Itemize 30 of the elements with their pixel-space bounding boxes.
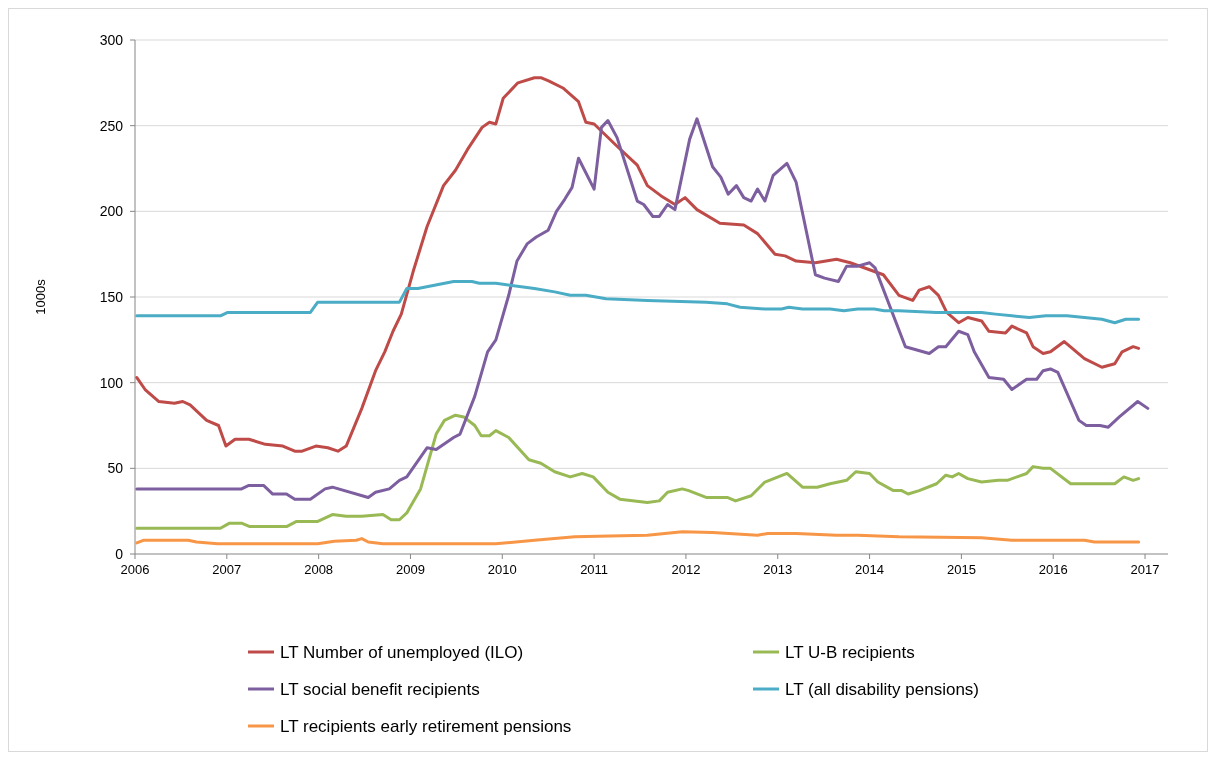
legend-label: LT U-B recipients: [785, 642, 915, 662]
x-tick-label: 2008: [304, 562, 334, 577]
legend-label: LT Number of unemployed (ILO): [280, 642, 524, 662]
x-tick-label: 2011: [580, 562, 609, 577]
x-tick-label: 2010: [487, 562, 517, 577]
line-series: [135, 530, 1141, 546]
y-tick-label: 250: [99, 117, 124, 134]
x-tick-label: 2016: [1038, 562, 1068, 577]
legend-label: LT social benefit recipients: [280, 679, 480, 699]
x-tick-label: 2013: [763, 562, 793, 577]
y-tick-label: 0: [115, 545, 124, 562]
x-tick-label: 2017: [1130, 562, 1160, 577]
x-tick-label: 2014: [855, 562, 885, 577]
y-tick-label: 50: [107, 460, 124, 477]
x-tick-label: 2006: [120, 562, 150, 577]
legend-label: LT recipients early retirement pensions: [280, 716, 572, 736]
legend-label: LT (all disability pensions): [785, 679, 980, 699]
line-series: [135, 117, 1150, 501]
x-tick-label: 2015: [946, 562, 976, 577]
line-series: [135, 76, 1141, 453]
line-series: [135, 280, 1141, 325]
y-axis-title: 1000s: [33, 278, 48, 315]
x-tick-label: 2012: [671, 562, 701, 577]
y-tick-label: 300: [99, 31, 124, 48]
y-tick-label: 100: [99, 374, 124, 391]
y-tick-label: 150: [99, 288, 124, 305]
y-tick-label: 200: [99, 203, 124, 220]
x-tick-label: 2007: [212, 562, 242, 577]
x-tick-label: 2009: [396, 562, 425, 577]
line-series: [135, 413, 1141, 530]
